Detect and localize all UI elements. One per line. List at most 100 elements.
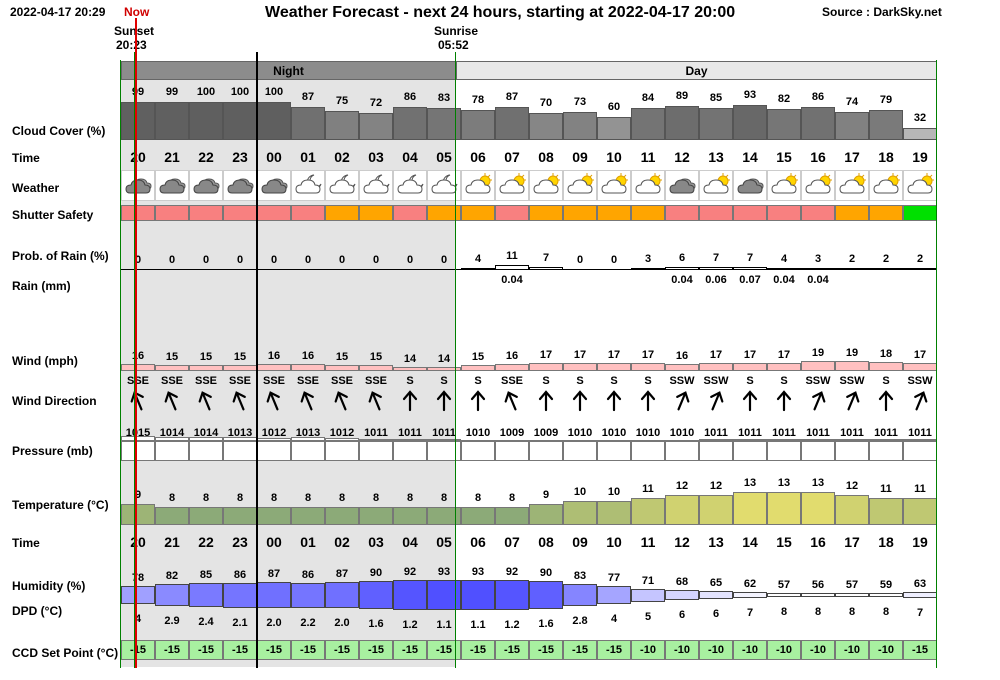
pressure-bar	[359, 439, 393, 441]
prob-rain-value: 3	[644, 253, 652, 265]
wind-arrow-icon	[427, 389, 461, 413]
humidity-value: 56	[811, 579, 825, 591]
humidity-bar	[597, 586, 631, 604]
wind-bar	[291, 364, 325, 371]
humidity-value: 78	[131, 572, 145, 584]
pressure-value: 1009	[499, 427, 525, 439]
wind-direction-label: SSW	[805, 375, 831, 387]
pressure-cell	[801, 441, 835, 461]
time-label: 23	[232, 149, 248, 165]
humidity-value: 86	[233, 568, 247, 581]
pressure-value: 1011	[772, 427, 796, 439]
cloud-cover-bar	[495, 107, 529, 140]
pressure-value: 1011	[398, 427, 422, 439]
pressure-cell	[461, 441, 495, 461]
cloud-cover-value: 89	[675, 90, 689, 102]
cloud-cover-value: 74	[845, 96, 859, 108]
humidity-bar	[699, 591, 733, 599]
rain-value: 0.07	[739, 274, 761, 286]
pressure-value: 1011	[432, 427, 456, 439]
ccd-set-point-cell	[529, 640, 563, 660]
wind-arrow-icon	[121, 389, 155, 413]
prob-rain-bar	[869, 268, 903, 269]
ccd-set-point-value: -10	[810, 644, 826, 656]
cloud-cover-value: 78	[471, 94, 485, 106]
wind-arrow-icon	[869, 389, 903, 413]
pressure-value: 1010	[669, 427, 695, 439]
dpd-value: 1.2	[504, 619, 520, 631]
wind-value: 17	[607, 349, 621, 361]
cloud-cover-bar	[291, 107, 325, 140]
humidity-bar	[495, 580, 529, 610]
wind-direction-label: SSE	[500, 375, 523, 387]
wind-arrow-icon	[495, 389, 529, 413]
cloud-cover-value: 86	[403, 91, 417, 103]
cloud-cover-value: 79	[879, 94, 893, 106]
time-label-bottom: 09	[572, 534, 588, 550]
pressure-cell	[563, 441, 597, 461]
prob-rain-bar	[631, 268, 665, 269]
wind-bar	[121, 364, 155, 371]
pressure-bar	[801, 439, 835, 441]
time-label-bottom: 16	[810, 534, 826, 550]
time-label: 07	[504, 149, 520, 165]
wind-value: 19	[845, 347, 859, 359]
prob-rain-bar	[665, 267, 699, 269]
dpd-value: 1.6	[538, 618, 554, 630]
wind-bar	[257, 364, 291, 371]
ccd-set-point-cell	[869, 640, 903, 660]
rain-value: 0.04	[807, 274, 829, 286]
prob-rain-bar	[495, 265, 529, 269]
cloud-cover-value: 87	[301, 91, 315, 103]
partly-cloudy-day-icon	[767, 170, 801, 201]
wind-arrow-icon	[835, 389, 869, 413]
wind-value: 16	[675, 350, 689, 362]
ccd-set-point-cell	[733, 640, 767, 660]
shutter-safety-cell	[325, 205, 359, 221]
cloud-cover-bar	[529, 113, 563, 140]
shutter-safety-cell	[223, 205, 257, 221]
pressure-bar	[733, 439, 767, 441]
night-header: Night	[121, 61, 456, 80]
cloud-cover-bar	[597, 117, 631, 140]
shutter-safety-cell	[495, 205, 529, 221]
wind-arrow-icon	[903, 389, 937, 413]
shutter-safety-cell	[801, 205, 835, 221]
ccd-set-point-cell	[393, 640, 427, 660]
wind-arrow-icon	[597, 389, 631, 413]
wind-arrow-icon	[529, 389, 563, 413]
temperature-bar	[223, 507, 257, 525]
prob-rain-value: 4	[474, 253, 482, 265]
wind-arrow-icon	[631, 389, 665, 413]
cloud-cover-bar	[631, 108, 665, 140]
cloud-cover-bar	[155, 102, 189, 140]
humidity-value: 82	[165, 570, 179, 582]
time-label: 13	[708, 149, 724, 165]
pressure-cell	[835, 441, 869, 461]
partly-cloudy-night-icon	[393, 170, 427, 201]
ccd-set-point-value: -10	[742, 644, 758, 656]
pressure-value: 1014	[159, 427, 185, 439]
cloud-cover-value: 100	[196, 86, 216, 98]
pressure-cell	[359, 441, 393, 461]
wind-direction-label: SSE	[364, 375, 387, 387]
wind-bar	[359, 365, 393, 371]
ccd-set-point-cell	[359, 640, 393, 660]
sunset-line	[134, 52, 135, 668]
ccd-set-point-value: -10	[878, 644, 894, 656]
time-label-bottom: 02	[334, 534, 350, 550]
wind-value: 17	[709, 349, 723, 361]
dpd-value: 7	[746, 607, 754, 619]
dpd-value: 5	[644, 610, 652, 623]
prob-rain-value: 0	[338, 254, 346, 266]
temperature-bar	[291, 507, 325, 525]
wind-direction-label: SSE	[330, 375, 353, 387]
cloud-cover-value: 82	[777, 93, 791, 105]
pressure-value: 1011	[908, 427, 932, 439]
humidity-bar	[461, 580, 495, 610]
shutter-safety-cell	[665, 205, 699, 221]
temperature-value: 8	[474, 492, 482, 504]
day-label: Day	[685, 64, 708, 78]
cloud-cover-value: 60	[607, 101, 621, 113]
ccd-set-point-cell	[631, 640, 665, 660]
